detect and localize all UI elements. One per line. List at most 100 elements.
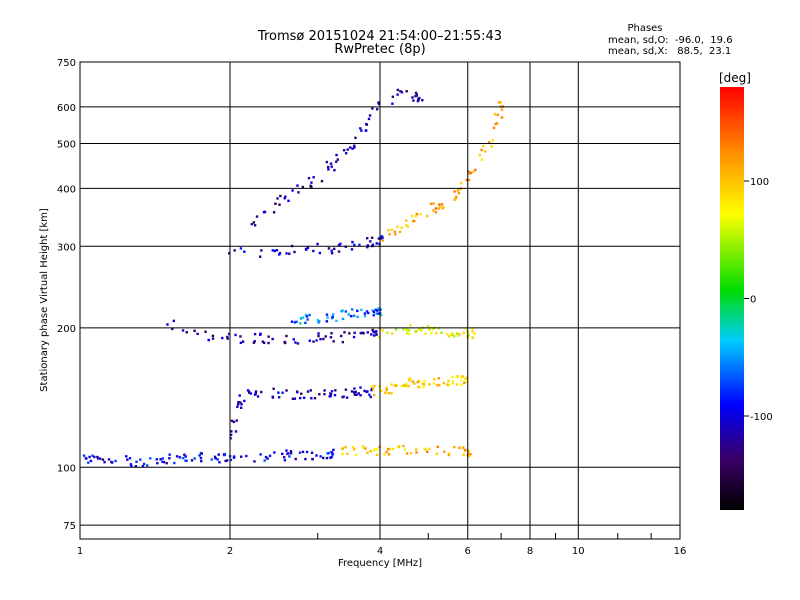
data-point — [396, 88, 400, 92]
data-point — [400, 91, 404, 94]
data-point — [402, 328, 405, 331]
data-point — [380, 389, 383, 392]
data-point — [341, 452, 344, 456]
data-point — [223, 452, 226, 456]
data-point — [142, 462, 146, 466]
data-point — [228, 252, 231, 255]
data-point — [465, 178, 469, 182]
data-point — [255, 215, 259, 218]
y-tick-label: 400 — [57, 184, 76, 195]
data-point — [278, 251, 282, 255]
data-point — [363, 312, 367, 315]
data-point — [411, 380, 414, 383]
data-point — [306, 318, 309, 321]
data-point — [356, 315, 359, 319]
data-point — [345, 396, 349, 399]
data-point — [243, 399, 246, 403]
data-point — [405, 331, 409, 335]
data-point — [319, 337, 322, 341]
data-point — [417, 98, 420, 102]
data-point — [357, 392, 360, 395]
data-point — [451, 375, 454, 379]
data-point — [125, 455, 128, 458]
data-point — [275, 249, 279, 252]
colorbar-tick-label: -100 — [750, 412, 773, 423]
data-point — [306, 390, 310, 393]
data-point — [310, 451, 314, 455]
data-point — [455, 332, 459, 335]
data-point — [371, 243, 375, 246]
data-point — [315, 454, 318, 457]
data-point — [291, 189, 294, 192]
data-point — [312, 176, 315, 179]
data-point — [383, 453, 386, 456]
data-point — [379, 308, 382, 311]
data-point — [457, 191, 461, 195]
data-point — [296, 184, 299, 187]
data-point — [204, 330, 207, 333]
data-point — [377, 101, 380, 104]
data-point — [267, 335, 270, 338]
data-point — [438, 205, 442, 209]
data-point — [299, 317, 303, 320]
stats-heading: Phases — [627, 23, 662, 34]
data-point — [318, 320, 321, 323]
data-point — [400, 384, 404, 388]
data-point — [312, 340, 315, 343]
data-point — [403, 448, 407, 451]
data-point — [254, 390, 258, 393]
data-point — [181, 329, 185, 332]
data-point — [101, 458, 105, 461]
data-point — [226, 459, 229, 462]
data-point — [460, 181, 463, 185]
data-point — [298, 451, 302, 454]
data-point — [331, 313, 335, 316]
data-point — [342, 149, 346, 152]
data-point — [263, 459, 266, 462]
data-point — [453, 198, 456, 201]
data-point — [317, 334, 320, 338]
data-point — [114, 459, 117, 463]
data-point — [398, 230, 402, 234]
y-axis-label: Stationary phase Virtual Height [km] — [39, 208, 50, 392]
data-point — [453, 445, 456, 449]
data-point — [281, 452, 284, 456]
data-point — [458, 446, 461, 449]
x-tick-label: 2 — [227, 546, 233, 557]
data-point — [344, 310, 348, 313]
data-point — [341, 395, 344, 399]
data-point — [422, 383, 425, 386]
data-point — [337, 244, 341, 247]
y-ticks: 75 100 200 300 400 500 600 750 — [57, 58, 76, 532]
data-point — [490, 145, 493, 148]
data-point — [414, 330, 417, 333]
data-point — [492, 126, 496, 130]
data-point — [416, 380, 419, 384]
data-point — [365, 123, 369, 126]
data-point — [299, 322, 302, 325]
data-point — [327, 451, 330, 455]
data-point — [441, 207, 445, 210]
data-point — [253, 393, 257, 396]
data-point — [272, 211, 276, 214]
data-point — [310, 181, 313, 184]
data-point — [464, 327, 467, 330]
data-point — [302, 396, 306, 400]
y-tick-label: 200 — [57, 324, 76, 335]
data-point — [230, 430, 233, 433]
data-point — [371, 107, 374, 110]
data-point — [400, 226, 403, 230]
data-point — [377, 102, 381, 106]
data-point — [366, 244, 370, 247]
data-point — [410, 214, 414, 218]
data-point — [387, 391, 390, 395]
data-point — [297, 191, 300, 194]
data-point — [352, 448, 356, 451]
data-point — [305, 248, 308, 251]
data-point — [430, 331, 433, 335]
data-point — [422, 385, 425, 389]
data-point — [96, 455, 99, 459]
data-point — [135, 460, 138, 463]
data-point — [325, 320, 329, 323]
